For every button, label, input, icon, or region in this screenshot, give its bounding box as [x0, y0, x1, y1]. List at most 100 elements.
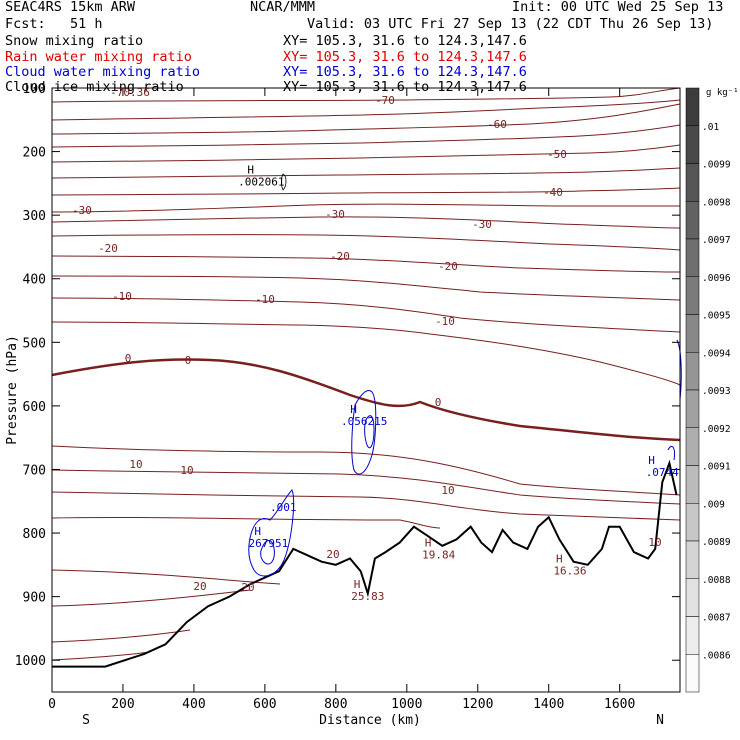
contour-label: 10: [441, 484, 454, 497]
contour-minus65: [51, 99, 681, 121]
contour-label: -20: [438, 260, 458, 273]
extremum-value: 25.83: [351, 590, 384, 603]
colorbar-swatch: [685, 352, 700, 391]
x-tick-label: 200: [111, 697, 134, 712]
colorbar-swatch: [685, 578, 700, 617]
extremum-value: 16.36: [553, 564, 586, 577]
cloud-water-east-low: [667, 445, 675, 461]
colorbar-swatch: [685, 503, 700, 542]
colorbar-swatch: [685, 616, 700, 655]
y-tick-label: 200: [23, 146, 46, 161]
contour-minus55: [51, 124, 681, 148]
y-tick-label: 1000: [15, 654, 46, 669]
contour-minus20: [51, 255, 681, 273]
contour-minus35: [51, 203, 680, 213]
y-tick-label: 100: [23, 82, 46, 97]
colorbar-swatch: [685, 125, 700, 164]
cloud-water-inner-west: [260, 540, 275, 565]
extremum-marker: H: [556, 552, 563, 565]
contour-label: -70: [375, 94, 395, 107]
colorbar-swatch: [685, 276, 700, 315]
colorbar-level-label: .0089: [702, 537, 731, 548]
contour-10: [51, 445, 681, 496]
colorbar-level-label: .0086: [702, 650, 731, 661]
extremum-value: 19.84: [422, 548, 455, 561]
field-cloudwater-name: Cloud water mixing ratio: [5, 64, 201, 80]
x-end-label-south: S: [82, 713, 90, 728]
temperature-contours: [51, 87, 681, 661]
contour-label: 10: [129, 458, 142, 471]
y-tick-label: 900: [23, 591, 46, 606]
y-axis-label: Pressure (hPa): [5, 335, 20, 445]
field-snow-name: Snow mixing ratio: [5, 33, 144, 49]
field-cloudice-xy: XY= 105.3, 31.6 to 124.3,147.6: [283, 79, 527, 95]
colorbar-swatch: [685, 427, 700, 466]
contour-label: 20: [193, 580, 206, 593]
y-tick-label: 600: [23, 400, 46, 415]
colorbar-level-label: .0097: [702, 235, 731, 246]
field-cloudwater-xy: XY= 105.3, 31.6 to 124.3,147.6: [283, 64, 527, 80]
model-label: SEAC4RS 15km ARW: [5, 0, 136, 15]
extremum-marker: H: [648, 454, 655, 467]
axes: 0 200 400 600 800 1000 1200 1400 160010020030040…: [15, 82, 680, 712]
freezing-level-contour: [51, 358, 681, 442]
x-tick-label: 600: [253, 697, 276, 712]
contour-minus30: [51, 216, 681, 229]
field-rain-xy: XY= 105.3, 31.6 to 124.3,147.6: [283, 49, 527, 65]
contour-label: 20: [326, 548, 339, 561]
x-tick-label: 400: [182, 697, 205, 712]
extremum-marker: H: [354, 578, 361, 591]
y-tick-label: 300: [23, 209, 46, 224]
contour-minus25: [51, 234, 681, 251]
contour-label: -20: [330, 250, 350, 263]
contour-label: -50: [547, 148, 567, 161]
colorbar-level-label: .0088: [702, 575, 731, 586]
contour-labels: -70.36 -70 -60 -50 -40 -30 -30 -30 -20 -20 -20 -10 -…: [72, 86, 662, 594]
extremum-marker: H: [247, 163, 254, 176]
cloud-water-blob-center: [351, 390, 377, 475]
contour-minus15: [51, 275, 681, 301]
colorbar-level-label: .0098: [702, 197, 731, 208]
cloud-water-contours: [248, 339, 682, 577]
contour-minus5: [51, 321, 681, 386]
contour-label: 10: [180, 464, 193, 477]
contour-22: [51, 589, 251, 607]
contour-label: -30: [72, 204, 92, 217]
x-tick-label: 800: [324, 697, 347, 712]
contour-minus10: [51, 297, 681, 333]
extremum-value: 267951: [249, 537, 289, 550]
contour-minus60: [51, 103, 681, 135]
contour-label: -10: [255, 293, 275, 306]
colorbar-swatch: [685, 201, 700, 240]
colorbar: .01 .0099 .0098 .0097 .0096 .0095 .0094 .0093 .0…: [685, 87, 731, 693]
contour-label: 10: [648, 536, 661, 549]
contour-label: 0: [125, 352, 132, 365]
contour-label: -70.36: [110, 86, 150, 99]
x-end-label-north: N: [656, 713, 664, 728]
contour-label: -30: [472, 218, 492, 231]
contour-minus50: [51, 144, 681, 163]
colorbar-level-label: .0092: [702, 424, 731, 435]
contour-label: -20: [98, 242, 118, 255]
cloud-water-label: .001: [270, 501, 297, 514]
contour-minus45: [51, 167, 681, 179]
y-tick-label: 800: [23, 527, 46, 542]
contour-label: -10: [435, 315, 455, 328]
extremum-marker: H: [350, 403, 357, 416]
y-tick-label: 700: [23, 463, 46, 478]
y-tick-label: 400: [23, 273, 46, 288]
cloud-ice-contour: [281, 173, 287, 191]
contour-15: [51, 491, 681, 521]
contour-label: -60: [487, 118, 507, 131]
plot-frame: [51, 87, 681, 693]
y-tick-label: 500: [23, 336, 46, 351]
field-snow-xy: XY= 105.3, 31.6 to 124.3,147.6: [283, 33, 527, 49]
contour-20: [51, 569, 281, 585]
colorbar-level-label: .0093: [702, 386, 731, 397]
valid-label: Valid: 03 UTC Fri 27 Sep 13 (22 CDT Thu …: [307, 16, 714, 32]
contour-label: 0: [435, 396, 442, 409]
colorbar-swatch: [685, 465, 700, 504]
cloud-water-blob-west: [248, 489, 295, 577]
